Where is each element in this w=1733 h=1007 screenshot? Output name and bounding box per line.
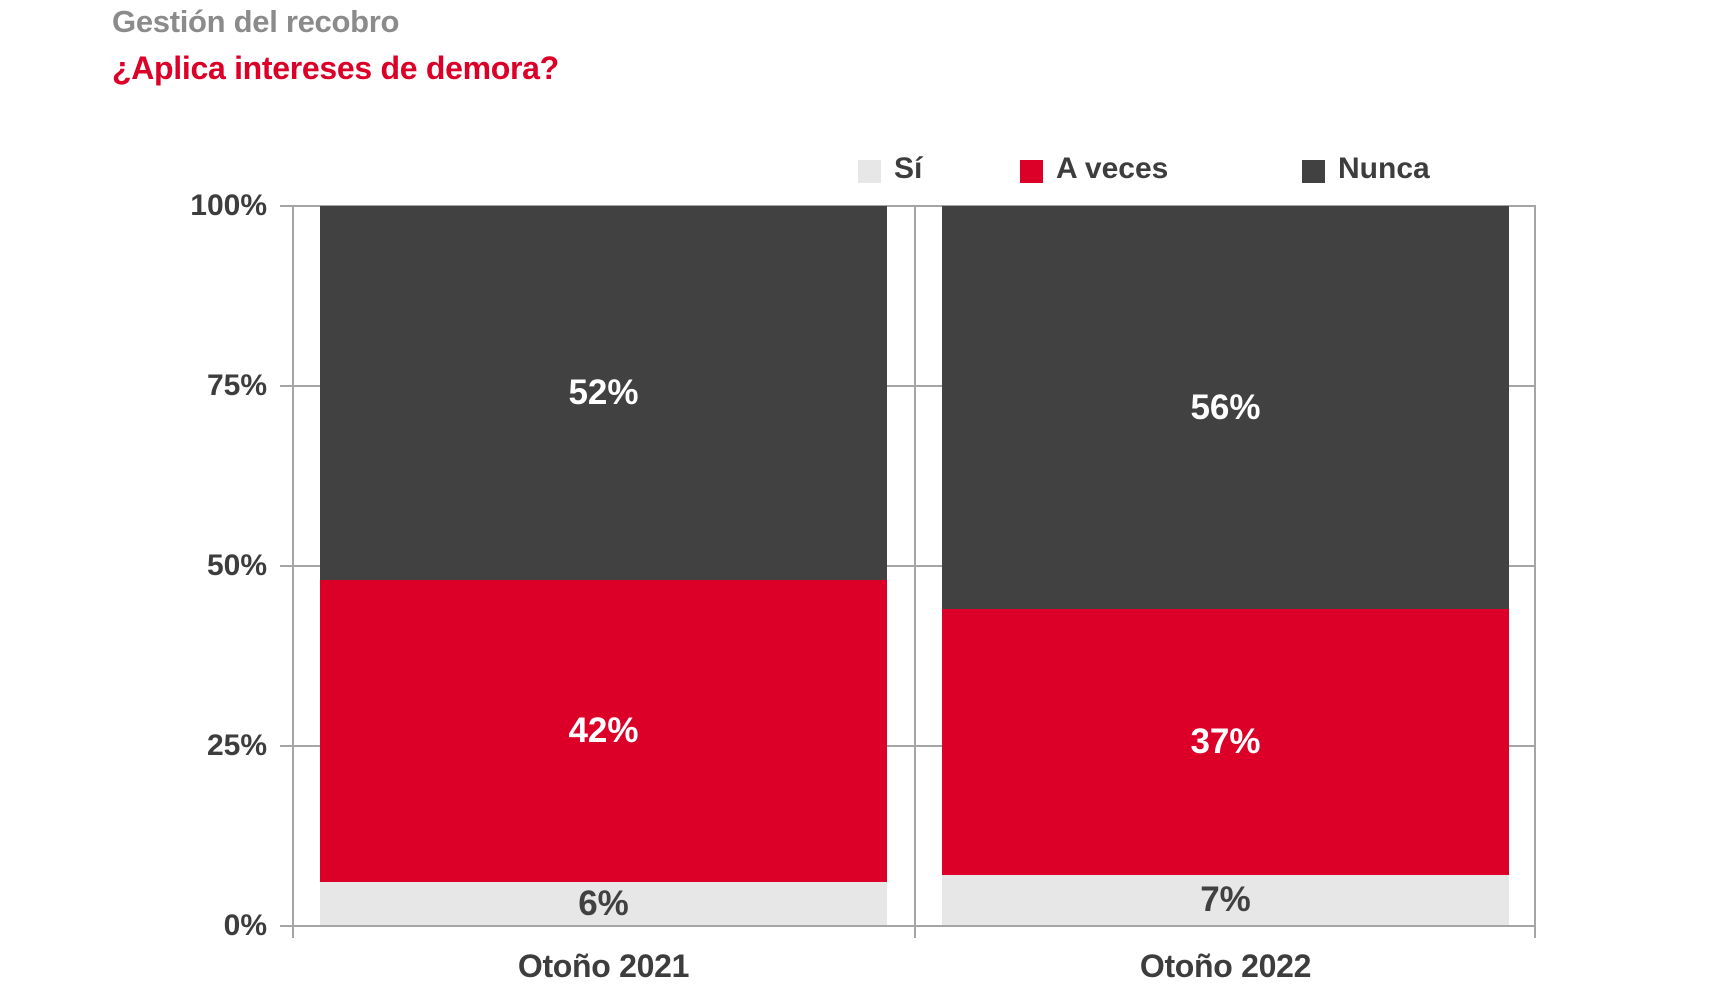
- chart-title: Gestión del recobro: [112, 4, 400, 39]
- segment-value-label: 52%: [568, 373, 639, 413]
- bar-segment-sí: 7%: [942, 874, 1509, 925]
- y-tick-label-25: 25%: [206, 729, 267, 762]
- chart-subtitle: ¿Aplica intereses de demora?: [112, 50, 559, 86]
- legend-label-si: Sí: [894, 152, 923, 185]
- bar-segment-a-veces: 37%: [942, 608, 1509, 875]
- legend-item-a-veces: A veces: [1020, 152, 1168, 186]
- y-tick-label-0: 0%: [223, 909, 267, 942]
- category-label-otono-2021: Otoño 2021: [517, 948, 690, 984]
- si-color-swatch: [858, 159, 881, 183]
- legend-label-a-veces: A veces: [1056, 152, 1169, 185]
- y-tick-label-100: 100%: [190, 189, 267, 222]
- y-tick-label-75: 75%: [206, 369, 267, 402]
- bar-segment-nunca: 52%: [320, 206, 887, 580]
- category-label-otono-2022: Otoño 2022: [1139, 948, 1312, 984]
- plot-left-border: [292, 205, 294, 938]
- legend-item-nunca: Nunca: [1302, 152, 1430, 186]
- a-veces-color-swatch: [1020, 159, 1043, 183]
- bar-segment-a-veces: 42%: [320, 579, 887, 882]
- bar-segment-sí: 6%: [320, 881, 887, 925]
- segment-value-label: 7%: [1200, 880, 1251, 920]
- segment-value-label: 6%: [578, 883, 629, 923]
- gridline-75: [280, 385, 1536, 387]
- segment-value-label: 42%: [568, 711, 639, 751]
- segment-value-label: 56%: [1190, 387, 1261, 427]
- x-axis-line: [280, 925, 1536, 927]
- bar-otono-2022: 7% 37% 56%: [942, 206, 1509, 925]
- gridline-100: [280, 205, 1536, 207]
- plot-center-divider: [914, 205, 916, 938]
- legend-item-si: Sí: [858, 152, 922, 186]
- legend-label-nunca: Nunca: [1338, 152, 1430, 185]
- segment-value-label: 37%: [1190, 722, 1261, 762]
- y-tick-label-50: 50%: [206, 549, 267, 582]
- gridline-25: [280, 745, 1536, 747]
- bar-segment-nunca: 56%: [942, 206, 1509, 609]
- nunca-color-swatch: [1302, 159, 1325, 183]
- gridline-50: [280, 565, 1536, 567]
- plot-right-border: [1534, 205, 1536, 938]
- bar-otono-2021: 6% 42% 52%: [320, 206, 887, 925]
